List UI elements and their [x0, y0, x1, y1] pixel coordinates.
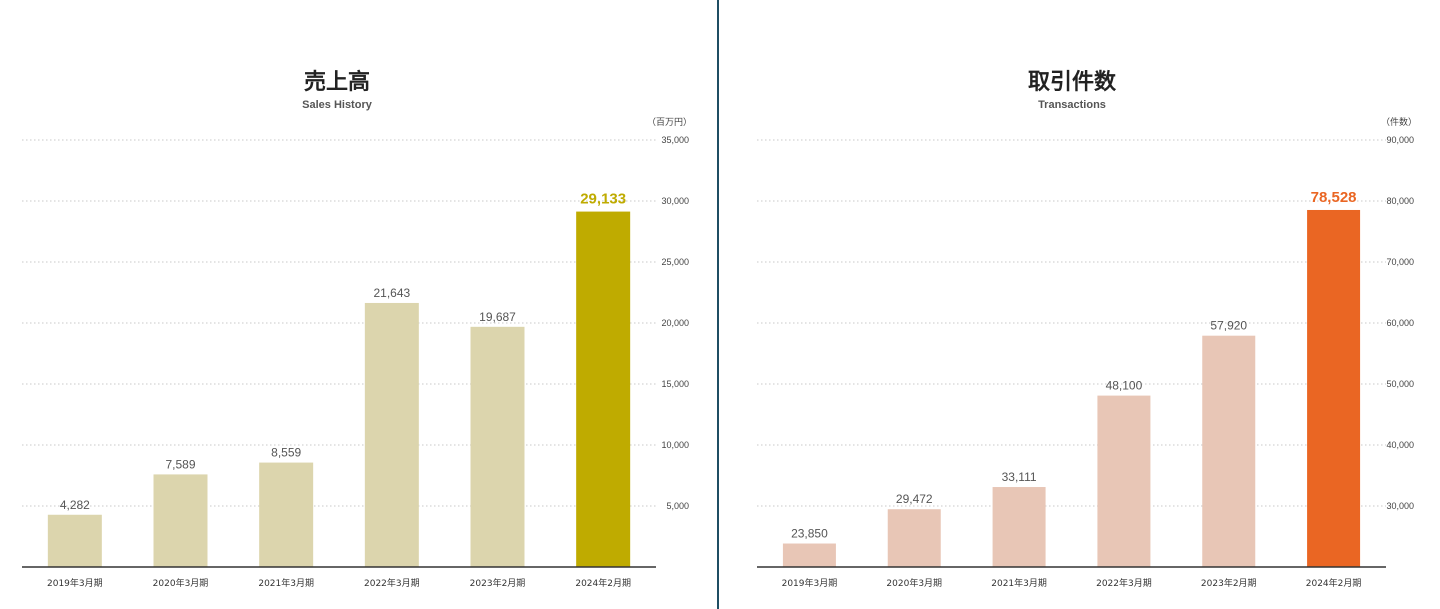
y-tick-label: 60,000 — [1386, 318, 1414, 328]
x-tick-label: 2023年2月期 — [470, 577, 526, 589]
x-tick-label: 2022年3月期 — [1096, 577, 1152, 589]
y-tick-label: 50,000 — [1386, 379, 1414, 389]
bar — [1202, 335, 1256, 567]
bar — [1307, 209, 1361, 568]
unit-label: （百万円） — [647, 117, 692, 128]
bar — [576, 211, 631, 567]
x-tick-label: 2020年3月期 — [886, 577, 942, 589]
chart-subtitle: Sales History — [302, 99, 373, 111]
y-tick-label: 10,000 — [661, 440, 689, 450]
transactions-chart: 取引件数 Transactions （件数） 30,000 40,000 50,00… — [757, 69, 1417, 589]
value-label: 19,687 — [479, 310, 516, 324]
value-label: 23,850 — [791, 527, 828, 541]
y-tick-label: 15,000 — [661, 379, 689, 389]
sales-history-panel: 売上高 Sales History （百万円） 5,000 10,000 15,00… — [0, 0, 718, 609]
bar — [992, 487, 1046, 567]
x-tick-label: 2021年3月期 — [258, 577, 314, 589]
bar — [470, 326, 525, 567]
bar — [153, 474, 208, 567]
value-label: 29,133 — [580, 191, 626, 208]
x-tick-label: 2019年3月期 — [782, 577, 838, 589]
y-tick-label: 70,000 — [1386, 257, 1414, 267]
y-tick-label: 30,000 — [1386, 501, 1414, 511]
x-tick-label: 2024年2月期 — [575, 577, 631, 589]
value-label: 33,111 — [1002, 470, 1037, 484]
y-tick-label: 25,000 — [661, 257, 689, 267]
bar — [47, 514, 102, 567]
x-tick-label: 2022年3月期 — [364, 577, 420, 589]
value-label: 57,920 — [1210, 319, 1247, 333]
y-tick-label: 30,000 — [661, 196, 689, 206]
y-tick-label: 20,000 — [661, 318, 689, 328]
bar — [259, 462, 314, 567]
y-tick-label: 90,000 — [1386, 135, 1414, 145]
sales-history-chart: 売上高 Sales History （百万円） 5,000 10,000 15,00… — [22, 69, 692, 589]
value-label: 4,282 — [60, 498, 90, 512]
x-tick-label: 2023年2月期 — [1201, 577, 1257, 589]
value-label: 48,100 — [1106, 379, 1143, 393]
value-label: 21,643 — [373, 286, 410, 300]
chart-subtitle: Transactions — [1038, 99, 1106, 111]
y-tick-label: 80,000 — [1386, 196, 1414, 206]
y-tick-label: 5,000 — [666, 501, 689, 511]
value-label: 7,589 — [165, 457, 195, 471]
chart-title: 売上高 — [304, 69, 370, 95]
bar — [364, 302, 419, 567]
unit-label: （件数） — [1381, 116, 1417, 128]
bar — [782, 543, 836, 567]
transactions-panel: 取引件数 Transactions （件数） 30,000 40,000 50,00… — [720, 0, 1438, 609]
chart-title: 取引件数 — [1028, 69, 1117, 95]
bar — [887, 509, 941, 567]
x-tick-label: 2024年2月期 — [1306, 577, 1362, 589]
panel-divider — [717, 0, 719, 609]
value-label: 29,472 — [896, 492, 933, 506]
y-tick-label: 35,000 — [661, 135, 689, 145]
x-tick-label: 2019年3月期 — [47, 577, 103, 589]
bar — [1097, 395, 1151, 567]
value-label: 8,559 — [271, 446, 301, 460]
x-tick-label: 2020年3月期 — [153, 577, 209, 589]
y-tick-label: 40,000 — [1386, 440, 1414, 450]
x-tick-label: 2021年3月期 — [991, 577, 1047, 589]
value-label: 78,528 — [1311, 189, 1357, 206]
